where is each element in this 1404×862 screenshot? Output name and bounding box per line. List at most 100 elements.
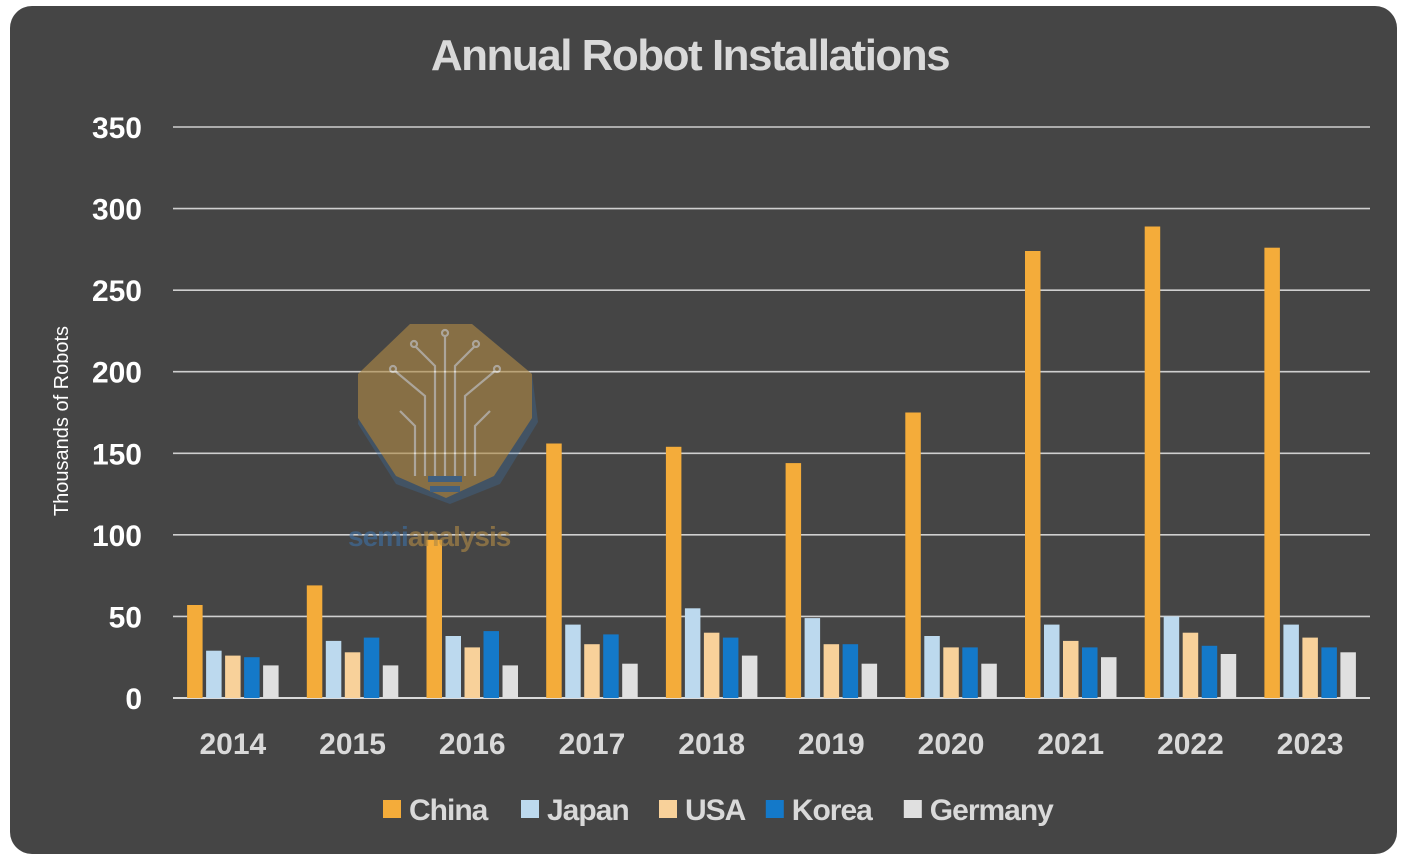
y-tick-label: 300 [92,194,142,227]
legend-swatch [383,800,401,818]
bar-korea-2015 [363,637,380,698]
x-tick-label: 2016 [439,728,506,761]
x-tick-label: 2017 [559,728,626,761]
watermark-badge [358,324,532,498]
chart-panel: Annual Robot Installations 0 50 100 150 200 2… [10,6,1397,854]
bar-germany-2019 [861,663,878,698]
bar-germany-2018 [741,655,758,698]
bar-china-2020 [905,412,921,698]
watermark-text: semianalysis [348,521,511,552]
bar-japan-2017 [565,624,581,698]
bar-korea-2020 [962,647,978,698]
legend-swatch [659,800,677,818]
chart-title: Annual Robot Installations [431,31,949,80]
bar-china-2018 [665,446,682,698]
bar-china-2014 [187,605,203,698]
watermark-logo: semianalysis [348,324,538,552]
x-tick-label: 2019 [798,728,865,761]
x-tick-label: 2022 [1157,728,1224,761]
legend-label: Japan [547,794,629,827]
bar-germany-2017 [622,663,638,698]
grid-lines [173,126,1370,699]
legend-swatch [521,800,539,818]
bar-korea-2019 [842,644,859,698]
bar-korea-2014 [244,657,260,698]
bar-japan-2023 [1283,624,1299,698]
bar-usa-2015 [344,652,361,698]
bar-china-2023 [1264,247,1280,698]
legend-label: China [409,794,489,827]
bar-korea-2022 [1201,645,1218,698]
x-tick-label: 2020 [918,728,985,761]
bar-germany-2022 [1220,654,1237,698]
watermark-text-part1: semi [348,521,408,552]
x-tick-label: 2023 [1277,728,1344,761]
bar-china-2016 [426,539,442,698]
y-tick-label: 350 [92,112,142,145]
y-tick-label: 0 [125,683,142,716]
bar-korea-2016 [483,631,499,698]
bar-japan-2021 [1044,624,1060,698]
legend-label: Korea [792,794,873,827]
bar-korea-2018 [722,637,739,698]
y-tick-label: 150 [92,438,142,471]
watermark-text-part2: analysis [408,521,511,552]
legend-item-japan: Japan [521,794,630,827]
bar-usa-2017 [584,644,600,698]
bar-japan-2015 [325,640,342,698]
x-tick-label: 2015 [319,728,386,761]
bar-chart: Annual Robot Installations 0 50 100 150 200 2… [51,31,1370,827]
bar-japan-2018 [684,608,701,698]
bar-korea-2023 [1321,647,1337,698]
y-tick-label: 100 [92,520,142,553]
bar-germany-2021 [1101,657,1117,698]
legend-swatch [765,800,784,818]
bar-germany-2014 [263,665,279,698]
bar-japan-2022 [1163,616,1180,698]
bar-china-2022 [1144,226,1161,698]
legend-swatch [903,800,922,818]
legend-item-usa: USA [659,794,747,827]
x-tick-label: 2021 [1037,728,1104,761]
bar-usa-2021 [1063,640,1079,698]
bar-germany-2016 [502,665,518,698]
bar-usa-2023 [1302,637,1318,698]
y-tick-label: 250 [92,275,142,308]
legend-item-china: China [383,794,490,827]
bar-germany-2023 [1340,652,1356,698]
bar-usa-2014 [225,655,241,698]
legend: China Japan USA Korea Germany [383,794,1055,827]
bar-china-2019 [785,463,802,698]
y-tick-label: 200 [92,357,142,390]
circuit-tree-lightbulb-icon [388,328,502,476]
bar-germany-2020 [981,663,997,698]
legend-item-korea: Korea [765,794,874,827]
y-axis-ticks: 0 50 100 150 200 250 300 350 [92,112,142,716]
x-tick-label: 2014 [199,728,266,761]
bar-japan-2014 [206,650,222,698]
bar-usa-2019 [823,644,840,698]
bars [187,226,1356,698]
bar-usa-2020 [943,647,959,698]
bar-korea-2017 [603,634,619,698]
bar-japan-2016 [445,636,461,698]
bar-china-2015 [306,585,323,698]
y-axis-label: Thousands of Robots [51,326,73,516]
legend-item-germany: Germany [903,794,1055,827]
x-tick-label: 2018 [678,728,745,761]
bar-korea-2021 [1082,647,1098,698]
x-axis-ticks: 2014 2015 2016 2017 2018 2019 2020 2021 2022 2023 [199,728,1343,761]
bar-china-2021 [1025,251,1041,698]
bar-japan-2020 [924,636,940,698]
bulb-base-1 [428,476,462,482]
bar-usa-2018 [703,632,720,698]
bulb-base-2 [430,486,460,492]
bar-germany-2015 [382,665,399,698]
bar-japan-2019 [804,618,821,698]
legend-label: Germany [930,794,1054,827]
bar-china-2017 [546,443,562,698]
legend-label: USA [685,794,746,827]
bar-usa-2022 [1182,632,1199,698]
y-tick-label: 50 [109,601,142,634]
bar-usa-2016 [464,647,480,698]
